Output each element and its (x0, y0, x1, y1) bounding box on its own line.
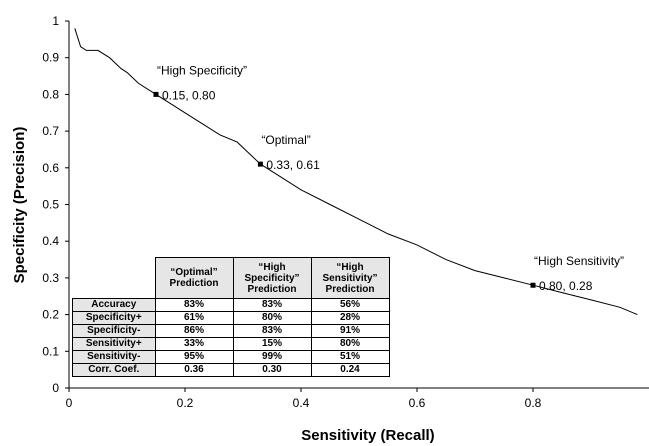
header-line: Prediction (169, 278, 219, 289)
x-tick-label: 0.2 (177, 396, 194, 410)
table-row: Sensitivity- 95% 99% 51% (72, 350, 390, 364)
table-row: Specificity- 86% 83% 91% (72, 324, 390, 338)
y-tick-label: 0.3 (42, 271, 59, 285)
y-tick-label: 0.5 (42, 198, 59, 212)
annotation-marker (257, 161, 263, 167)
row-label: Specificity+ (72, 311, 156, 325)
y-tick-label: 0.4 (42, 234, 59, 248)
row-label: Accuracy (72, 298, 156, 312)
y-tick-label: 1 (52, 14, 59, 28)
header-high-sensitivity: “High Sensitivity” Prediction (310, 257, 390, 299)
header-line: “High (336, 261, 364, 273)
table-cell: 56% (310, 298, 390, 312)
table-cell: 0.30 (232, 363, 312, 377)
y-tick-label: 0.9 (42, 51, 59, 65)
y-tick-label: 0.2 (42, 308, 59, 322)
annotation-marker (153, 91, 159, 97)
annotation-value: 0.15, 0.80 (162, 88, 216, 102)
annotation-value: 0.33, 0.61 (266, 158, 320, 172)
annotation-label: “High Specificity” (157, 63, 247, 77)
table-cell: 33% (154, 337, 234, 351)
table-cell: 28% (310, 311, 390, 325)
x-tick-label: 0 (66, 396, 73, 410)
header-high-specificity: “High Specificity” Prediction (232, 257, 312, 299)
table-cell: 83% (232, 298, 312, 312)
row-label: Corr. Coef. (72, 363, 156, 377)
row-label: Specificity- (72, 324, 156, 338)
y-tick-label: 0 (52, 381, 59, 395)
table-cell: 95% (154, 350, 234, 364)
x-tick-label: 0.6 (409, 396, 426, 410)
x-axis-ticks: 0 0.2 0.4 0.6 0.8 (66, 388, 542, 410)
table-row: Sensitivity+ 33% 15% 80% (72, 337, 390, 351)
header-line: “High (258, 261, 286, 273)
table-cell: 86% (154, 324, 234, 338)
table-cell: 80% (232, 311, 312, 325)
y-tick-label: 0.7 (42, 124, 59, 138)
y-tick-label: 0.6 (42, 161, 59, 175)
header-line: Sensitivity” (322, 272, 378, 284)
header-line: Prediction (325, 283, 375, 295)
header-line: Specificity” (244, 272, 300, 284)
prediction-stats-table: “Optimal” Prediction “High Specificity” … (72, 257, 390, 377)
annotation-value: 0.80, 0.28 (539, 279, 593, 293)
y-axis-label: Specificity (Precision) (11, 127, 28, 284)
table-cell: 91% (310, 324, 390, 338)
table-cell: 0.24 (310, 363, 390, 377)
table-row: Accuracy 83% 83% 56% (72, 298, 390, 312)
table-cell: 51% (310, 350, 390, 364)
header-optimal: “Optimal” Prediction (154, 257, 234, 299)
y-tick-label: 0.1 (42, 344, 59, 358)
annotation-marker (530, 282, 536, 288)
table-cell: 99% (232, 350, 312, 364)
table-cell: 80% (310, 337, 390, 351)
row-label: Sensitivity- (72, 350, 156, 364)
row-label: Sensitivity+ (72, 337, 156, 351)
series-line (74, 28, 638, 316)
y-axis-ticks: 0 0.1 0.2 0.3 0.4 0.5 0.6 0.7 0.8 0.9 1 (42, 14, 69, 395)
table-cell: 61% (154, 311, 234, 325)
table-header-row: “Optimal” Prediction “High Specificity” … (72, 257, 390, 299)
table-cell: 83% (154, 298, 234, 312)
table-row: Specificity+ 61% 80% 28% (72, 311, 390, 325)
header-line: “Optimal” (170, 267, 218, 278)
y-tick-label: 0.8 (42, 87, 59, 101)
table-cell: 15% (232, 337, 312, 351)
table-row: Corr. Coef. 0.36 0.30 0.24 (72, 363, 390, 377)
header-line: Prediction (247, 283, 297, 295)
annotation-label: “Optimal” (261, 133, 310, 147)
x-tick-label: 0.4 (293, 396, 310, 410)
table-cell: 0.36 (154, 363, 234, 377)
annotations: “High Specificity” 0.15, 0.80 “Optimal” 0.3… (153, 63, 624, 293)
annotation-label: “High Sensitivity” (534, 254, 624, 268)
x-axis-label: Sensitivity (Recall) (301, 427, 434, 444)
table-corner-cell (72, 257, 156, 299)
x-tick-label: 0.8 (525, 396, 542, 410)
table-cell: 83% (232, 324, 312, 338)
